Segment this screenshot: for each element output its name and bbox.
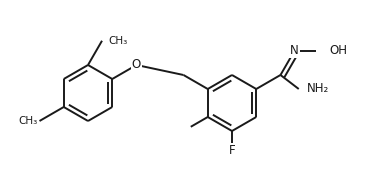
Text: CH₃: CH₃ (108, 36, 127, 46)
Text: CH₃: CH₃ (18, 116, 37, 126)
Text: N: N (290, 44, 299, 57)
Text: OH: OH (330, 44, 347, 57)
Text: NH₂: NH₂ (307, 82, 329, 95)
Text: F: F (229, 144, 235, 157)
Text: O: O (132, 59, 141, 72)
